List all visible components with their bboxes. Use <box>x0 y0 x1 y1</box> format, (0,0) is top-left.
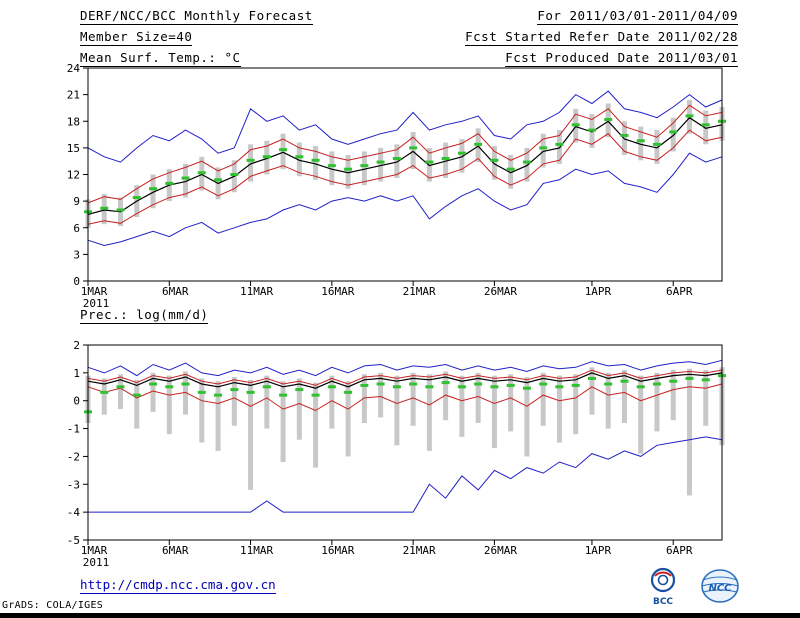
svg-text:16MAR: 16MAR <box>321 544 354 557</box>
ncc-logo-icon: NCC <box>701 569 739 603</box>
header-right-row3: Fcst Produced Date 2011/03/01 <box>505 50 738 67</box>
temperature-panel: 0 3 6 9 12 15 18 21 24 1MAR 6MAR 11MAR 16MAR 21MAR 26M… <box>67 62 726 310</box>
svg-text:0: 0 <box>73 395 80 408</box>
svg-text:6APR: 6APR <box>666 285 693 298</box>
forecast-range-label: For 2011/03/01-2011/04/09 <box>537 8 738 25</box>
header-left-row1: DERF/NCC/BCC Monthly Forecast <box>80 8 313 25</box>
grads-credit: GrADS: COLA/IGES <box>2 600 104 611</box>
svg-text:-1: -1 <box>67 423 80 436</box>
svg-text:11MAR: 11MAR <box>240 285 273 298</box>
svg-text:1APR: 1APR <box>585 544 612 557</box>
precipitation-panel-title-row: Prec.: log(mm/d) <box>80 307 209 324</box>
svg-text:21: 21 <box>67 89 80 102</box>
footer-logos: BCC NCC <box>646 567 742 607</box>
svg-text:-5: -5 <box>67 534 80 547</box>
svg-text:11MAR: 11MAR <box>240 544 273 557</box>
temperature-panel-title: Mean Surf. Temp.: °C <box>80 50 241 67</box>
svg-text:24: 24 <box>67 62 81 75</box>
svg-text:1MAR: 1MAR <box>81 285 108 298</box>
header-left-row2: Member Size=40 <box>80 29 193 46</box>
svg-text:15: 15 <box>67 142 80 155</box>
svg-text:3: 3 <box>73 248 80 261</box>
ncc-logo-label: NCC <box>708 583 732 594</box>
svg-text:2011: 2011 <box>83 297 110 310</box>
header-right-row2: Fcst Started Refer Date 2011/02/28 <box>465 29 738 46</box>
svg-text:16MAR: 16MAR <box>321 285 354 298</box>
svg-text:1MAR: 1MAR <box>81 544 108 557</box>
header-right-row1: For 2011/03/01-2011/04/09 <box>537 8 738 25</box>
fcst-produced-label: Fcst Produced Date 2011/03/01 <box>505 50 738 67</box>
svg-text:9: 9 <box>73 195 80 208</box>
member-size-label: Member Size=40 <box>80 29 193 46</box>
footer-url-text: http://cmdp.ncc.cma.gov.cn <box>80 577 276 594</box>
bottom-edge-bar <box>0 613 800 618</box>
svg-text:26MAR: 26MAR <box>484 544 517 557</box>
header-left-row3: Mean Surf. Temp.: °C <box>80 50 241 67</box>
svg-text:0: 0 <box>73 275 80 288</box>
svg-text:26MAR: 26MAR <box>484 285 517 298</box>
svg-text:6APR: 6APR <box>666 544 693 557</box>
footer-url-link[interactable]: http://cmdp.ncc.cma.gov.cn <box>80 577 276 594</box>
fcst-started-label: Fcst Started Refer Date 2011/02/28 <box>465 29 738 46</box>
precipitation-panel-title: Prec.: log(mm/d) <box>80 307 209 324</box>
bcc-logo-icon: BCC <box>650 567 676 607</box>
svg-text:21MAR: 21MAR <box>403 285 436 298</box>
svg-text:18: 18 <box>67 115 80 128</box>
svg-text:2: 2 <box>73 339 80 352</box>
svg-text:6: 6 <box>73 222 80 235</box>
svg-text:-4: -4 <box>67 506 81 519</box>
bcc-logo-label: BCC <box>653 597 673 607</box>
svg-text:12: 12 <box>67 169 80 182</box>
svg-text:6MAR: 6MAR <box>162 544 189 557</box>
svg-text:-2: -2 <box>67 450 80 463</box>
svg-text:2011: 2011 <box>83 556 110 569</box>
svg-text:21MAR: 21MAR <box>403 544 436 557</box>
svg-text:1: 1 <box>73 367 80 380</box>
chart-title: DERF/NCC/BCC Monthly Forecast <box>80 8 313 25</box>
svg-text:1APR: 1APR <box>585 285 612 298</box>
svg-text:6MAR: 6MAR <box>162 285 189 298</box>
svg-text:-3: -3 <box>67 478 80 491</box>
